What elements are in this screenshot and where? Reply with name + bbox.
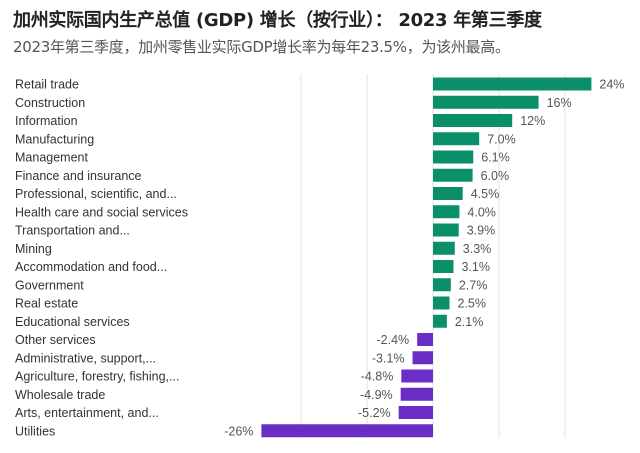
chart-subtitle: 2023年第三季度，加州零售业实际GDP增长率为每年23.5%，为该州最高。 — [13, 38, 510, 56]
data-label: -26% — [224, 424, 253, 438]
category-label: Mining — [15, 242, 52, 256]
data-label: 24% — [599, 78, 624, 92]
bar — [433, 95, 539, 109]
category-label: Retail trade — [15, 78, 79, 92]
data-label: 3.1% — [461, 260, 490, 274]
bar — [398, 406, 433, 419]
bar — [433, 114, 513, 127]
data-label: -2.4% — [377, 333, 410, 347]
bar — [433, 168, 473, 182]
bar — [433, 187, 463, 200]
data-label: 2.1% — [455, 315, 484, 329]
data-label: 4.5% — [471, 187, 500, 201]
category-label: Utilities — [15, 424, 55, 438]
category-label: Finance and insurance — [15, 169, 142, 183]
category-label: Manufacturing — [15, 132, 94, 146]
category-label: Real estate — [15, 297, 78, 311]
bar — [417, 333, 433, 346]
bar — [433, 278, 451, 292]
bar — [433, 296, 450, 310]
category-label: Transportation and... — [15, 224, 130, 238]
data-label: 16% — [547, 96, 572, 110]
data-label: 6.1% — [481, 151, 510, 165]
category-label: Agriculture, forestry, fishing,... — [15, 370, 179, 384]
data-label: 4.0% — [467, 205, 496, 219]
data-label: 3.9% — [467, 224, 496, 238]
data-label: 12% — [520, 114, 545, 128]
bar — [433, 77, 592, 91]
data-label: -3.1% — [372, 351, 405, 365]
category-label: Accommodation and food... — [15, 260, 167, 274]
bar — [261, 424, 433, 438]
category-label: Construction — [15, 96, 85, 110]
bar — [412, 351, 433, 365]
bar — [401, 369, 433, 383]
data-label: 2.5% — [458, 297, 487, 311]
category-label: Information — [15, 114, 78, 128]
data-label: -4.9% — [360, 388, 393, 402]
bar — [433, 205, 460, 219]
data-label: 7.0% — [487, 132, 516, 146]
bar — [433, 223, 459, 237]
category-label: Other services — [15, 333, 96, 347]
category-label: Wholesale trade — [15, 388, 105, 402]
bar — [400, 387, 433, 401]
category-label: Government — [15, 278, 84, 292]
bar — [433, 260, 454, 273]
category-label: Professional, scientific, and... — [15, 187, 177, 201]
category-label: Administrative, support,... — [15, 351, 156, 365]
bar — [433, 241, 455, 255]
chart-title: 加州实际国内生产总值 (GDP) 增长（按行业）： 2023 年第三季度 — [13, 10, 542, 31]
bar — [433, 132, 480, 146]
data-label: -5.2% — [358, 406, 391, 420]
category-label: Management — [15, 151, 88, 165]
data-label: 2.7% — [459, 278, 488, 292]
category-label: Educational services — [15, 315, 130, 329]
category-label: Arts, entertainment, and... — [15, 406, 159, 420]
data-label: 3.3% — [463, 242, 492, 256]
bar — [433, 150, 474, 164]
data-label: 6.0% — [481, 169, 510, 183]
data-label: -4.8% — [361, 370, 394, 384]
bar — [433, 314, 447, 328]
category-label: Health care and social services — [15, 205, 188, 219]
